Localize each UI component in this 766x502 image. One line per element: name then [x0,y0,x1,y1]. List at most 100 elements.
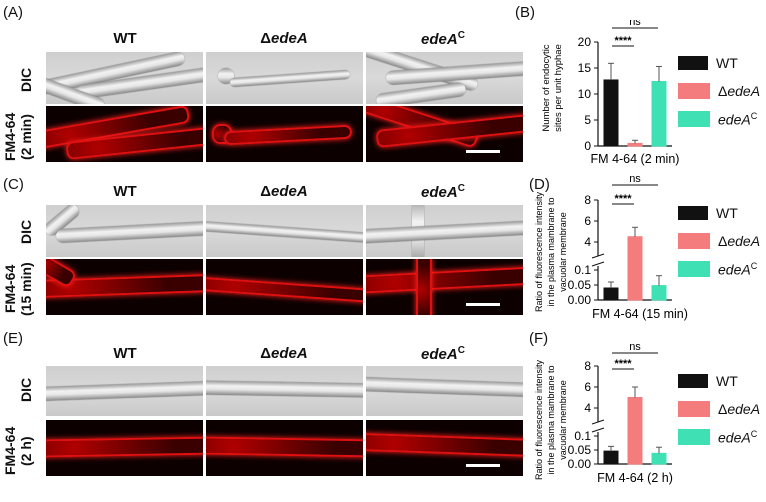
micrograph-dic-wt-a [46,52,203,104]
micrograph-dic-comp-e [366,366,523,416]
chart-d-significance: ns **** [612,176,658,205]
legend-swatch [678,429,710,445]
col-header-comp: edeAC [368,183,518,201]
chart-b-bar [603,79,619,147]
chart-b-yticks: 0 5 10 15 20 [578,35,598,153]
chart-f-bar [627,397,643,465]
chart-f-ns: ns [629,341,641,353]
legend-item: ΔedeA [678,230,766,252]
chart-f-yticks: 8 6 4 0.1 0.05 0.00 [568,359,598,471]
chart-f-ytick: 8 [584,359,591,373]
chart-d: Ratio of fluorescence intensity in the p… [534,176,688,321]
chart-f-ylabel-l1: Ratio of fluorescence intensity [534,359,544,480]
row-label-fm-e: FM4-64 (2 h) [2,426,34,476]
micrograph-dic-delta-c [206,205,363,257]
legend-swatch [678,206,708,220]
col-header-delta: ΔedeA [209,183,359,200]
chart-d-ylabel-l3: vacuolar membrane [558,212,568,292]
scale-bar [466,150,500,153]
legend-swatch [678,83,710,99]
col-header-wt: WT [113,345,137,362]
chart-d-ytick: 0.1 [574,263,591,277]
chart-f-significance: ns **** [612,341,658,370]
chart-f: Ratio of fluorescence intensity in the p… [534,341,673,485]
chart-d-ylabel-l1: Ratio of fluorescence intensity [534,191,544,312]
legend-label: edeAC [718,428,758,446]
chart-b-ytick: 0 [584,139,591,153]
chart-b-ylabel-l2: sites per unit hyphae [553,44,564,132]
chart-d-ytick: 0.00 [568,293,592,307]
legend-item: edeAC [678,258,766,280]
chart-b-xlabel: FM 4-64 (2 min) [591,152,680,166]
chart-b-bar [651,81,667,147]
legend-swatch [678,401,710,417]
chart-f-ylabel-l2: in the plasma mambrane to [546,365,556,474]
chart-d-ylabel: Ratio of fluorescence intensity in the p… [534,191,568,312]
comp-sup: C [457,183,465,194]
legend-label: ΔedeA [718,401,761,417]
delta-gene: edeA [271,345,308,362]
legend-label: ΔedeA [718,83,761,99]
micrograph-fm-comp-a [366,106,523,162]
legend-label: edeAC [718,260,758,278]
chart-d-stars: **** [614,193,632,205]
legend-swatch [678,261,710,277]
micrograph-dic-delta-e [206,366,363,416]
col-header-delta: ΔedeA [209,30,359,47]
chart-b: Number of endocytic sites per unit hypha… [541,20,680,166]
chart-f-ylabel-l3: vacuolar membrane [558,380,568,460]
row-label-fm-c: FM4-64 (15 min) [2,262,34,316]
chart-f-ytick: 0.05 [568,443,592,457]
row-label-fm-a: FM4-64 (2 min) [2,112,34,162]
legend-b: WT ΔedeA edeAC [678,52,766,136]
micrograph-fm-wt-c [46,259,203,315]
chart-f-stars: **** [614,358,632,370]
panel-label-d: (D) [529,176,550,193]
legend-item: WT [678,202,766,224]
comp-gene: edeA [421,346,458,363]
legend-swatch [678,56,708,70]
col-header-comp: edeAC [368,30,518,48]
delta-symbol: Δ [260,30,272,47]
panel-label-e: (E) [3,330,23,347]
legend-item: edeAC [678,108,766,130]
legend-item: WT [678,52,766,74]
row-label-dic-c: DIC [18,219,34,245]
chart-d-ytick: 0.05 [568,278,592,292]
chart-d-ns: ns [629,176,641,185]
legend-swatch [678,111,710,127]
chart-d-bar [651,285,667,301]
chart-b-ytick: 5 [584,113,591,127]
micrograph-dic-wt-c [46,205,203,257]
col-header-wt: WT [113,30,137,47]
chart-f-ytick: 4 [584,401,591,415]
panel-label-c: (C) [3,176,24,193]
chart-d-ylabel-l2: in the plasma mambrane to [546,197,556,306]
chart-b-significance: ns **** [612,20,658,47]
legend-d: WT ΔedeA edeAC [678,202,766,286]
chart-b-ylabel-l1: Number of endocytic [541,44,552,131]
chart-b-ns: ns [629,20,641,28]
chart-f-ylabel: Ratio of fluorescence intensity in the p… [534,359,568,480]
chart-f-xlabel: FM 4-64 (2 h) [597,471,673,485]
chart-b-ytick: 15 [578,61,592,75]
chart-b-ytick: 20 [578,35,592,49]
panel-label-b: (B) [515,4,535,21]
legend-swatch [678,374,708,388]
micrograph-dic-comp-a [366,52,523,104]
micrograph-fm-delta-c [206,259,363,315]
chart-d-ytick: 4 [584,235,591,249]
legend-label: WT [716,205,738,221]
chart-b-bars [603,62,667,147]
panel-label-f: (F) [529,330,549,347]
chart-d-ytick: 6 [584,214,591,228]
delta-symbol: Δ [260,345,272,362]
legend-label: edeAC [718,110,758,128]
micrograph-dic-comp-c [366,205,523,257]
comp-sup: C [457,345,465,356]
delta-gene: edeA [271,183,308,200]
micrograph-fm-wt-e [46,420,203,476]
legend-swatch [678,233,710,249]
micrograph-fm-comp-e [366,420,523,476]
scale-bar [466,303,500,306]
